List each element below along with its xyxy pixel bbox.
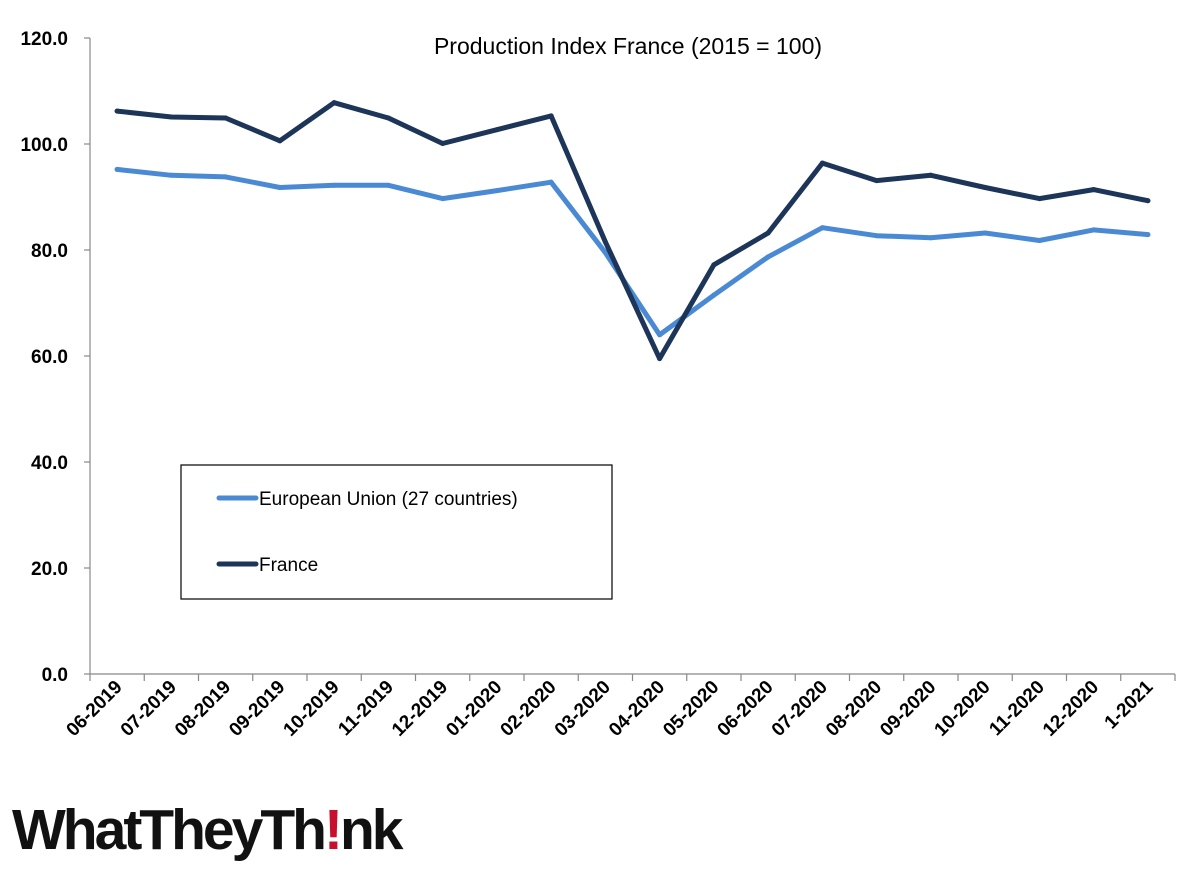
data-point-france: [928, 172, 934, 178]
axes: 0.020.040.060.080.0100.0120.006-201907-2…: [20, 29, 1176, 741]
x-tick-label: 11-2020: [985, 677, 1048, 740]
legend-label-france: France: [259, 555, 318, 576]
legend-label-eu: European Union (27 countries): [259, 489, 518, 510]
data-point-france: [765, 230, 771, 236]
chart-title: Production Index France (2015 = 100): [434, 33, 822, 59]
data-point-france: [168, 114, 174, 120]
x-tick-label: 1-2021: [1101, 676, 1158, 733]
y-tick-label: 20.0: [31, 559, 68, 580]
data-point-european-union-27-countries: [819, 225, 825, 231]
x-tick-label: 07-2020: [768, 677, 832, 741]
y-tick-label: 40.0: [31, 453, 68, 474]
x-tick-label: 09-2019: [225, 677, 289, 741]
data-point-france: [277, 138, 283, 144]
x-tick-label: 08-2019: [171, 677, 235, 741]
data-point-france: [114, 108, 120, 114]
data-point-european-union-27-countries: [548, 179, 554, 185]
x-tick-label: 10-2019: [280, 677, 344, 741]
data-point-france: [331, 100, 337, 106]
data-point-european-union-27-countries: [168, 172, 174, 178]
x-tick-label: 06-2020: [714, 677, 778, 741]
x-tick-label: 10-2020: [931, 677, 995, 741]
x-tick-label: 07-2019: [117, 677, 181, 741]
data-point-european-union-27-countries: [765, 254, 771, 260]
x-tick-label: 02-2020: [497, 677, 561, 741]
data-point-france: [711, 262, 717, 268]
data-point-france: [982, 184, 988, 190]
data-point-european-union-27-countries: [1145, 232, 1151, 238]
data-point-european-union-27-countries: [1091, 227, 1097, 233]
x-tick-label: 09-2020: [876, 677, 940, 741]
legend: European Union (27 countries) France: [180, 464, 613, 600]
y-tick-label: 100.0: [20, 135, 68, 156]
data-point-european-union-27-countries: [494, 188, 500, 194]
data-point-france: [1036, 196, 1042, 202]
data-point-france: [657, 356, 663, 362]
data-point-france: [223, 115, 229, 121]
data-point-france: [440, 140, 446, 146]
data-point-european-union-27-countries: [114, 166, 120, 172]
data-point-european-union-27-countries: [385, 182, 391, 188]
data-point-european-union-27-countries: [657, 332, 663, 338]
whattheythink-logo: WhatTheyTh!nk: [12, 802, 403, 859]
logo-text-start: WhatTheyTh: [12, 798, 327, 862]
logo-text-end: nk: [339, 798, 404, 862]
data-point-france: [874, 178, 880, 184]
x-tick-label: 11-2019: [334, 677, 397, 740]
series-layer: [114, 100, 1151, 362]
data-point-european-union-27-countries: [874, 233, 880, 239]
x-tick-label: 12-2019: [388, 677, 452, 741]
y-tick-label: 0.0: [42, 665, 68, 686]
data-point-european-union-27-countries: [277, 184, 283, 190]
y-tick-label: 120.0: [20, 29, 68, 50]
data-point-european-union-27-countries: [982, 230, 988, 236]
legend-box: [180, 464, 613, 600]
x-tick-label: 06-2019: [63, 677, 127, 741]
data-point-european-union-27-countries: [928, 235, 934, 241]
data-point-european-union-27-countries: [331, 182, 337, 188]
data-point-france: [819, 160, 825, 166]
y-tick-label: 60.0: [31, 347, 68, 368]
x-tick-label: 05-2020: [659, 677, 723, 741]
data-point-european-union-27-countries: [440, 196, 446, 202]
data-point-european-union-27-countries: [602, 250, 608, 256]
data-point-france: [602, 239, 608, 245]
data-point-france: [494, 127, 500, 133]
data-point-european-union-27-countries: [1036, 237, 1042, 243]
y-tick-label: 80.0: [31, 241, 68, 262]
data-point-european-union-27-countries: [223, 174, 229, 180]
x-tick-label: 01-2020: [442, 677, 506, 741]
x-tick-label: 12-2020: [1039, 677, 1103, 741]
x-tick-label: 08-2020: [822, 677, 886, 741]
data-point-france: [385, 115, 391, 121]
x-tick-label: 04-2020: [605, 677, 669, 741]
data-point-france: [1091, 187, 1097, 193]
data-point-european-union-27-countries: [711, 292, 717, 298]
series-line-france: [114, 100, 1151, 362]
series-line-european-union-27-countries: [114, 166, 1151, 338]
x-tick-label: 03-2020: [551, 677, 615, 741]
data-point-france: [1145, 198, 1151, 204]
data-point-france: [548, 113, 554, 119]
logo-exclamation-mark: !: [323, 798, 343, 862]
